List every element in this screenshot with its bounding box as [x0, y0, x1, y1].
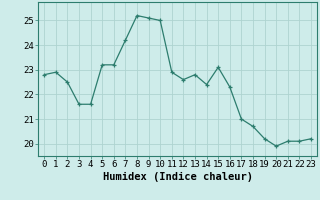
X-axis label: Humidex (Indice chaleur): Humidex (Indice chaleur) [103, 172, 252, 182]
